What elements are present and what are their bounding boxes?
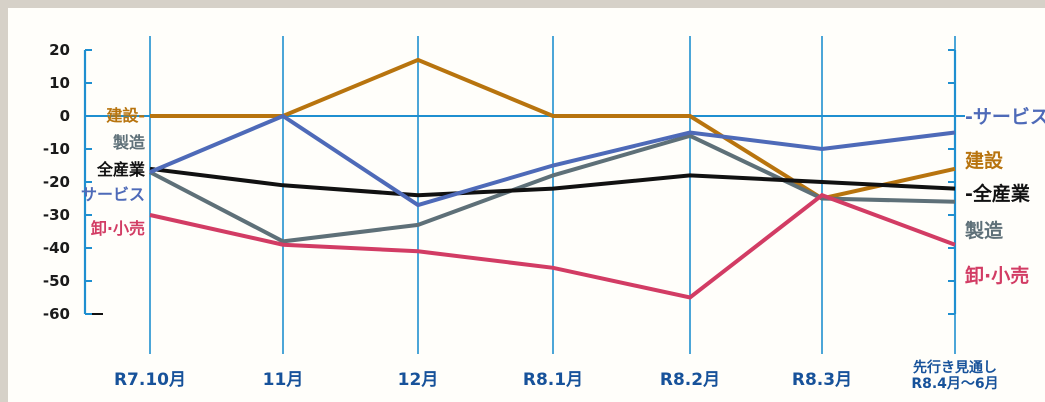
x-tick-label: 11月 [263,370,304,390]
right-label-卸・小売: 卸·小売 [965,264,1029,287]
left-label-卸・小売: 卸·小売 [91,219,145,238]
y-tick-label: -60 [43,305,70,323]
series-line-サービス [149,113,956,208]
x-tick-label: 12月 [398,370,439,390]
x-tick-label: 先行き見通し [913,359,997,376]
y-tick-label: -20 [43,173,70,191]
left-label-全産業: 全産業 [96,160,146,179]
x-tick-label: R8.3月 [792,370,852,390]
x-tick-label: R7.10月 [114,370,186,390]
chart-panel [8,8,1045,402]
left-label-サービス: サービス [81,185,145,204]
series-line-卸・小売 [149,192,956,300]
y-tick-label: -30 [43,206,70,224]
right-label-製造: 製造 [964,219,1004,242]
y-tick-label: 0 [60,107,70,125]
right-label-全産業: -全産業 [965,182,1031,205]
y-tick-label: 20 [49,41,70,59]
x-tick-label: R8.2月 [660,370,720,390]
x-tick-label: R8.1月 [523,370,583,390]
right-label-建設: 建設 [965,149,1004,172]
series-line-製造 [149,133,956,244]
y-tick-label: 10 [49,74,70,92]
left-label-製造: 製造 [112,133,146,152]
y-tick-label: -50 [43,272,70,290]
x-tick-label: R8.4月〜6月 [911,376,998,392]
y-tick-label: -40 [43,239,70,257]
right-label-サービス: -サービス [965,106,1045,128]
left-label-建設: 建設- [106,106,145,125]
series-line-全産業 [149,166,956,198]
y-tick-label: -10 [43,140,70,158]
